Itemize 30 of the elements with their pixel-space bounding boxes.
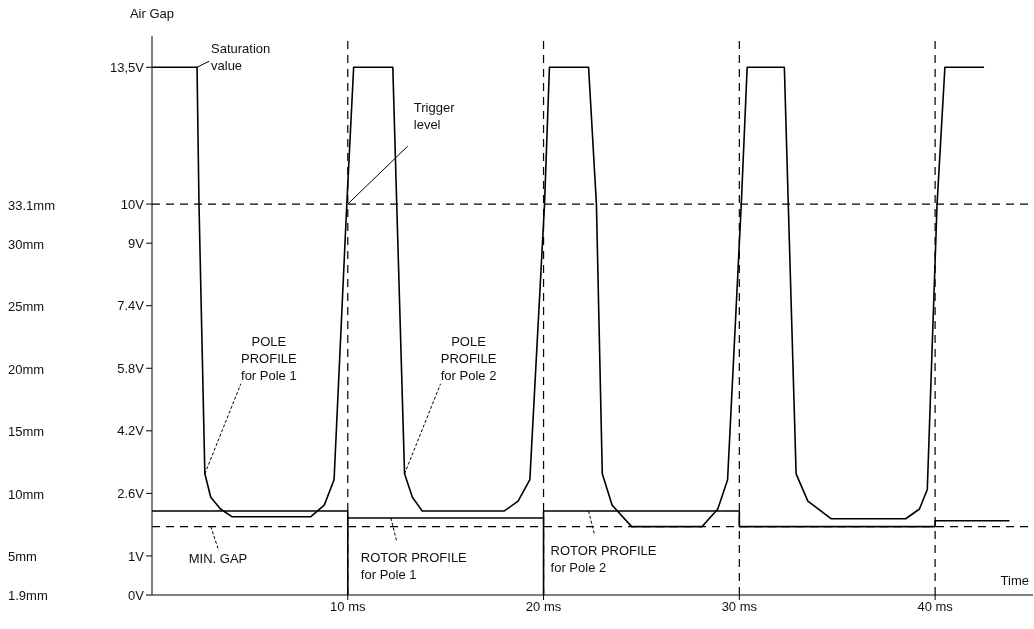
annotation: ROTOR PROFILE for Pole 1: [360, 549, 468, 582]
y2-tick-label: 30mm: [8, 236, 45, 252]
y2-tick-label: 25mm: [8, 299, 45, 315]
y-tick-label: 0V: [128, 587, 145, 603]
y-tick-label: 1V: [128, 548, 145, 564]
y2-tick-label: 10mm: [8, 486, 45, 502]
y2-tick-label: 20mm: [8, 361, 45, 377]
y2-tick-label: 15mm: [8, 424, 45, 440]
annotation: POLE PROFILE for Pole 2: [440, 333, 497, 383]
x-tick-label: 30 ms: [721, 599, 758, 615]
y-tick-label: 9V: [128, 235, 145, 251]
y-tick-label: 4.2V: [117, 423, 145, 439]
y2-tick-label: 33.1mm: [8, 198, 55, 214]
x-tick-label: 40 ms: [917, 599, 954, 615]
x-tick-label: 10 ms: [330, 599, 366, 615]
y-tick-label: 13,5V: [110, 59, 145, 75]
y-tick-label: 10V: [120, 196, 145, 212]
y-axis-title: Air Gap: [129, 6, 175, 21]
y-tick-label: 2.6V: [117, 485, 145, 501]
y2-tick-label: 1.9mm: [8, 587, 48, 603]
annotation: POLE PROFILE for Pole 1: [241, 333, 297, 383]
y2-tick-label: 5mm: [8, 548, 37, 564]
annotation: Trigger level: [413, 100, 456, 133]
annotation: MIN. GAP: [188, 550, 248, 566]
annotation: ROTOR PROFILE for Pole 2: [550, 542, 657, 575]
x-tick-label: 20 ms: [525, 599, 562, 615]
x-axis-title: Time: [1000, 573, 1029, 588]
y-tick-label: 7.4V: [117, 298, 145, 314]
annotation: Saturation value: [211, 41, 271, 74]
y-tick-label: 5.8V: [117, 360, 145, 376]
